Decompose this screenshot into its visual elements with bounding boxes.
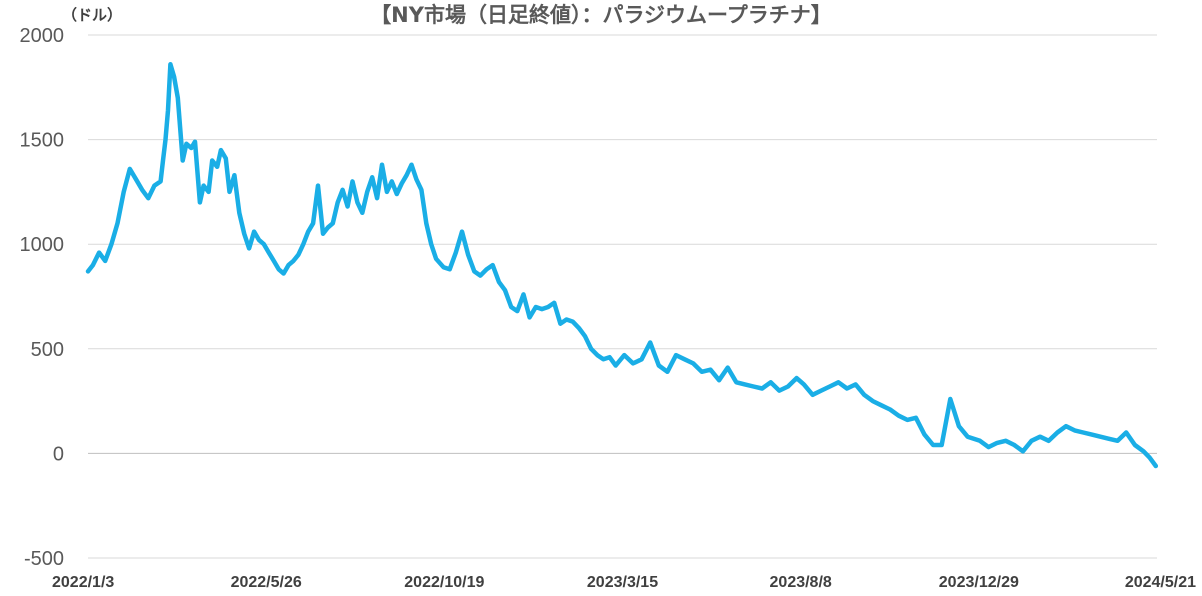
y-tick-label: 2000: [20, 25, 65, 47]
series-layer: [85, 62, 1159, 469]
y-tick-label: 0: [53, 443, 64, 465]
chart-title: 【NY市場（日足終値）：パラジウムープラチナ】: [370, 3, 832, 27]
x-tick-label: 2022/10/19: [404, 574, 484, 591]
y-tick-label: -500: [24, 548, 64, 570]
grid-lines: [88, 34, 1157, 559]
x-tick-label: 2022/5/26: [231, 574, 302, 591]
x-axis-ticks: 2022/1/3 2022/5/26 2022/10/19 2023/3/15 2023…: [52, 574, 1196, 591]
series-line-palladium-minus-platinum: [85, 62, 1159, 469]
y-tick-label: 1000: [20, 234, 65, 256]
y-tick-label: 500: [31, 339, 64, 361]
x-tick-label: 2024/5/21: [1125, 574, 1196, 591]
x-tick-label: 2023/12/29: [939, 574, 1019, 591]
y-axis-unit-label: （ドル）: [62, 6, 122, 24]
x-tick-label: 2023/3/15: [587, 574, 658, 591]
y-tick-label: 1500: [20, 130, 65, 152]
x-tick-label: 2023/8/8: [770, 574, 832, 591]
y-axis-ticks: 2000 1500 1000 500 0 -500: [20, 25, 65, 570]
x-tick-label: 2022/1/3: [52, 574, 114, 591]
